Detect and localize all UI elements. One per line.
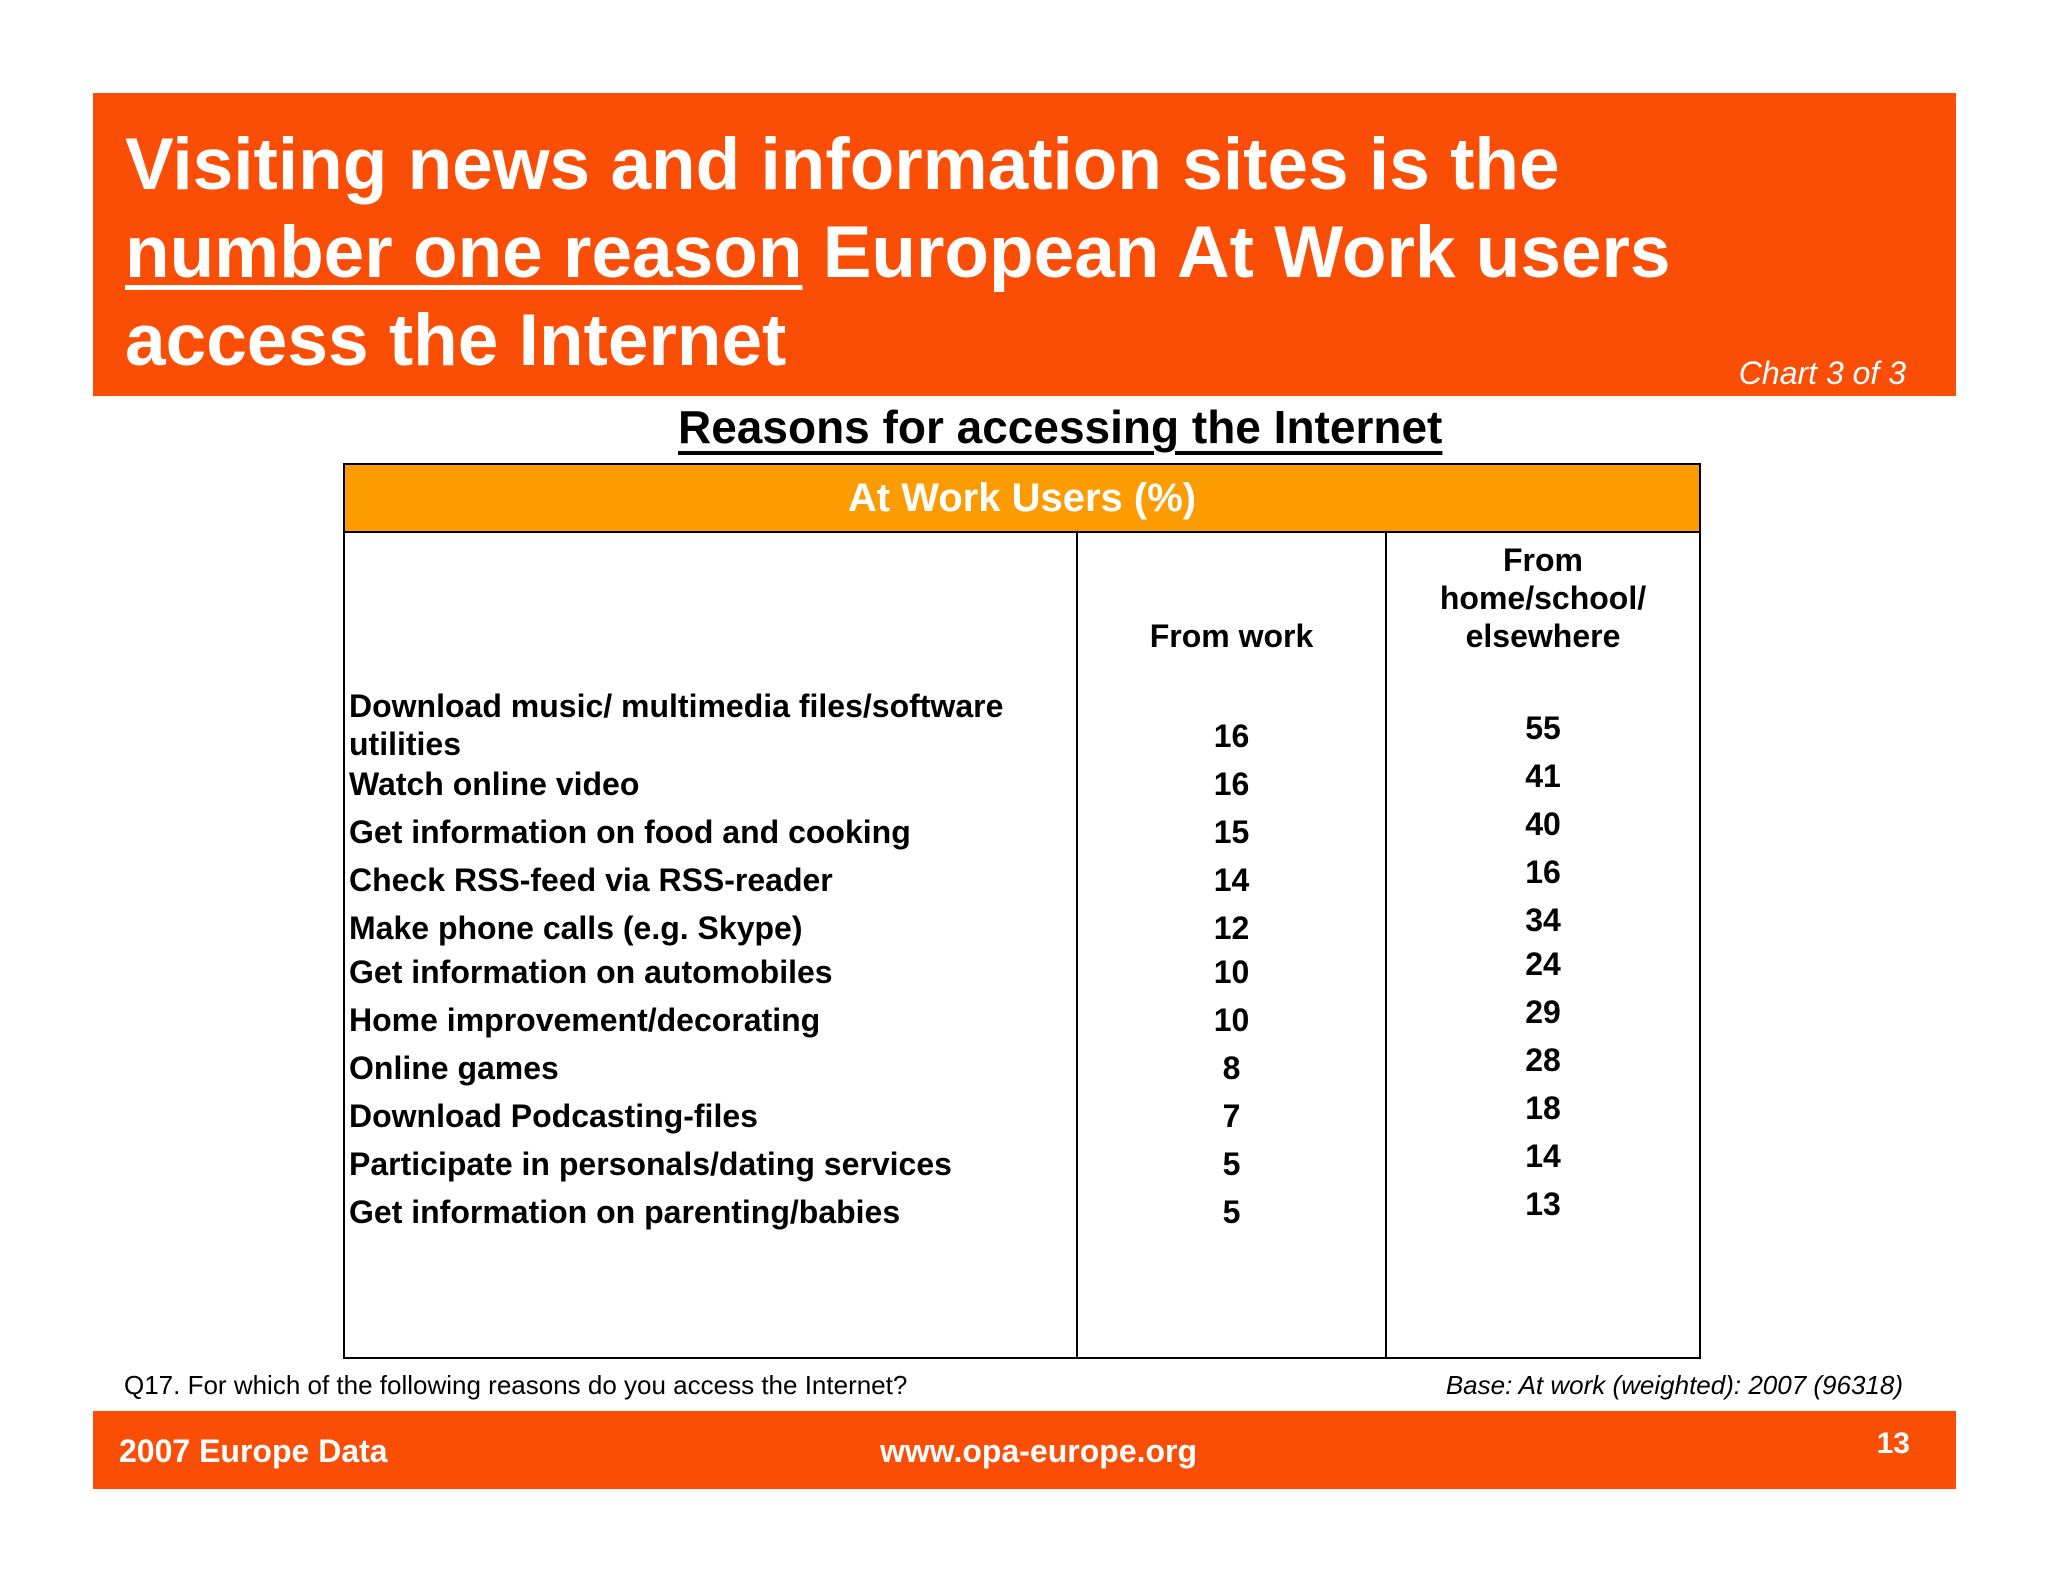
row-label: Home improvement/decorating (349, 1002, 821, 1038)
row-label: Watch online video (349, 766, 640, 802)
row-label: Get information on parenting/babies (349, 1194, 901, 1230)
row-label: Make phone calls (e.g. Skype) (349, 910, 803, 946)
value-from-work: 10 (1213, 954, 1250, 990)
base-footnote: Base: At work (weighted): 2007 (96318) (1445, 1370, 1903, 1400)
value-from-work: 5 (1222, 1194, 1241, 1230)
value-from-work: 10 (1213, 1002, 1250, 1038)
chart-title: Reasons for accessing the Internet (678, 401, 1443, 453)
value-from-home: 41 (1525, 758, 1561, 794)
value-from-home: 14 (1525, 1138, 1561, 1174)
footer-website-link[interactable]: www.opa-europe.org (880, 1433, 1198, 1469)
headline-line-2-rest: European At Work users (802, 212, 1671, 293)
column-divider (1076, 533, 1078, 1357)
value-from-home: 13 (1525, 1186, 1561, 1222)
value-from-home: 29 (1525, 994, 1561, 1030)
headline-line-3: access the Internet (125, 300, 787, 381)
value-from-work: 7 (1222, 1098, 1241, 1134)
value-from-home: 28 (1525, 1042, 1561, 1078)
value-from-home: 24 (1525, 946, 1561, 982)
value-from-home: 55 (1525, 710, 1561, 746)
value-from-work: 5 (1222, 1146, 1241, 1182)
value-from-home: 34 (1525, 902, 1561, 938)
value-from-work: 12 (1213, 910, 1250, 946)
row-label: Check RSS-feed via RSS-reader (349, 862, 833, 898)
row-label: Participate in personals/dating services (349, 1146, 952, 1182)
column-divider (1385, 533, 1387, 1357)
footer-band: 2007 Europe Data www.opa-europe.org 13 (93, 1411, 1956, 1489)
row-label: Get information on food and cooking (349, 814, 911, 850)
headline-line-2: number one reason European At Work users (125, 209, 1825, 297)
headline-emphasis: number one reason (125, 212, 803, 293)
row-label: Online games (349, 1050, 559, 1086)
question-footnote: Q17. For which of the following reasons … (124, 1370, 908, 1400)
headline: Visiting news and information sites is t… (125, 121, 1825, 385)
value-from-home: 40 (1525, 806, 1561, 842)
headline-line-1: Visiting news and information sites is t… (125, 124, 1560, 205)
value-from-work: 14 (1213, 862, 1250, 898)
row-label: Download Podcasting-files (349, 1098, 758, 1134)
value-from-work: 15 (1213, 814, 1250, 850)
table-header-band: At Work Users (%) (345, 465, 1699, 533)
page-number: 13 (1876, 1427, 1910, 1460)
column-header-from-home: From home/school/ elsewhere (1439, 542, 1647, 654)
footer-source: 2007 Europe Data (119, 1433, 388, 1469)
value-from-work: 16 (1213, 766, 1250, 802)
column-header-from-work: From work (1149, 618, 1314, 654)
data-table: At Work Users (%) From work From home/sc… (343, 463, 1701, 1359)
value-from-work: 16 (1213, 718, 1250, 754)
row-label: Get information on automobiles (349, 954, 833, 990)
value-from-work: 8 (1222, 1050, 1241, 1086)
chart-counter: Chart 3 of 3 (1738, 355, 1906, 391)
header-band: Visiting news and information sites is t… (93, 93, 1956, 396)
value-from-home: 16 (1525, 854, 1561, 890)
value-from-home: 18 (1525, 1090, 1561, 1126)
row-label: Download music/ multimedia files/softwar… (349, 688, 1004, 762)
